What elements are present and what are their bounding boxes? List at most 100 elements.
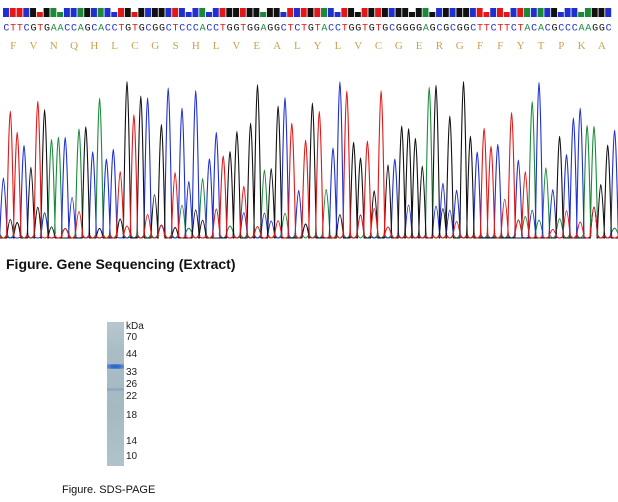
base-letter: C: [281, 24, 287, 34]
base-letter: T: [477, 24, 483, 34]
base-letter: T: [504, 24, 510, 34]
quality-block: [118, 8, 124, 17]
quality-block: [111, 12, 118, 17]
marker-label: 10: [126, 451, 138, 462]
quality-block: [185, 12, 192, 17]
gel-lane: [107, 322, 124, 466]
base-letter: G: [233, 24, 239, 34]
base-letter: G: [30, 24, 36, 34]
quality-block: [341, 8, 348, 17]
quality-block: [314, 8, 321, 17]
quality-block: [422, 8, 429, 17]
quality-block: [307, 8, 314, 17]
sds-page-caption: Figure. SDS-PAGE: [62, 484, 156, 496]
base-letter: G: [44, 24, 50, 34]
marker-label: 18: [126, 410, 138, 421]
base-letter: C: [145, 24, 151, 34]
quality-block: [463, 8, 470, 17]
quality-block: [239, 8, 246, 17]
quality-block: [409, 12, 415, 17]
amino-acid-letter: P: [558, 40, 564, 52]
marker-label: 22: [126, 391, 138, 402]
base-letter: A: [423, 24, 429, 34]
quality-block: [490, 8, 497, 17]
gel-band-faint: [107, 388, 124, 391]
quality-block: [524, 8, 530, 17]
quality-block: [199, 8, 206, 17]
amino-acid-letter: V: [29, 40, 37, 52]
quality-block: [591, 8, 598, 17]
base-letter: T: [240, 24, 246, 34]
quality-block: [145, 8, 152, 17]
quality-block: [571, 8, 578, 17]
base-letter: A: [538, 24, 544, 34]
quality-block: [442, 8, 449, 17]
quality-block: [172, 8, 179, 17]
quality-block: [63, 8, 70, 17]
amino-acid-letter: Y: [517, 40, 525, 52]
amino-acid-letter: T: [538, 40, 545, 52]
base-letter: C: [213, 24, 219, 34]
base-letter: T: [173, 24, 179, 34]
base-letter: A: [51, 24, 57, 34]
quality-block: [469, 8, 476, 17]
amino-acid-letter: E: [253, 40, 260, 52]
quality-block: [293, 8, 300, 17]
base-letter: A: [58, 24, 64, 34]
base-letter: G: [125, 24, 131, 34]
base-letter: T: [301, 24, 307, 34]
quality-block: [253, 8, 260, 17]
base-letter: G: [409, 24, 415, 34]
base-letter: G: [355, 24, 361, 34]
amino-acid-letter: E: [416, 40, 423, 52]
quality-block: [212, 8, 219, 17]
base-letter: T: [376, 24, 382, 34]
base-letter: C: [186, 24, 192, 34]
quality-block: [192, 8, 199, 17]
base-letter: G: [274, 24, 280, 34]
base-letter: C: [511, 24, 517, 34]
base-letter: G: [159, 24, 165, 34]
base-letter: G: [267, 24, 273, 34]
amino-acid-letter: F: [477, 40, 483, 52]
quality-block: [354, 12, 361, 17]
amino-acid-letter: C: [375, 40, 382, 52]
base-letter: G: [551, 24, 557, 34]
base-letter: C: [166, 24, 172, 34]
amino-acid-letter: F: [497, 40, 503, 52]
amino-acid-letter: H: [192, 40, 200, 52]
quality-block: [544, 8, 551, 17]
quality-block: [70, 8, 77, 17]
base-letter: T: [342, 24, 348, 34]
base-letter: C: [179, 24, 185, 34]
base-letter: C: [3, 24, 9, 34]
amino-acid-letter: H: [90, 40, 98, 52]
amino-acid-letter: N: [50, 40, 58, 52]
base-letter: C: [450, 24, 456, 34]
quality-block: [429, 12, 436, 17]
amino-acid-letter: G: [151, 40, 159, 52]
quality-block: [226, 8, 233, 17]
kda-unit-label: kDa: [126, 321, 144, 332]
quality-block: [178, 8, 185, 17]
base-letter: C: [606, 24, 612, 34]
quality-block: [273, 8, 280, 17]
base-letter: G: [369, 24, 375, 34]
quality-block: [496, 8, 503, 17]
base-letter: A: [321, 24, 327, 34]
quality-block: [219, 8, 226, 17]
base-letter: T: [17, 24, 23, 34]
amino-acid-letter: L: [294, 40, 301, 52]
quality-block: [537, 8, 544, 17]
base-letter: G: [308, 24, 314, 34]
quality-block: [564, 8, 571, 17]
base-letter: C: [328, 24, 334, 34]
base-letter: G: [348, 24, 354, 34]
amino-acid-letter: L: [213, 40, 220, 52]
quality-block: [43, 8, 50, 17]
base-letter: G: [396, 24, 402, 34]
quality-block: [138, 8, 145, 17]
base-letter: G: [85, 24, 91, 34]
base-letter: C: [389, 24, 395, 34]
